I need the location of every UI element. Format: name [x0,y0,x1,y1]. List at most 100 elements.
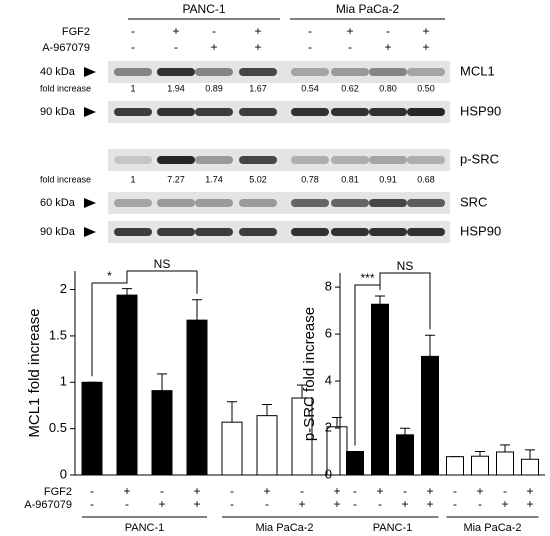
significance-label: NS [397,259,414,273]
sign: + [422,24,429,38]
y-tick-label: 1 [60,374,67,389]
y-axis-label: p-SRC fold increase [301,307,318,441]
sign: + [123,484,130,498]
y-tick-label: 6 [325,326,332,341]
sign: + [254,24,261,38]
y-tick-label: 1.5 [49,327,67,342]
band [195,108,233,116]
fold-value: 1.74 [205,174,223,184]
bar [151,390,173,476]
bar [186,319,208,476]
fold-value: 7.27 [167,174,185,184]
sign: + [172,24,179,38]
treatment-label: A-967079 [42,42,90,54]
sign: - [300,484,304,498]
band [291,156,329,164]
blot-group-label: PANC-1 [182,2,225,16]
band [369,108,407,116]
sign: - [90,497,94,511]
band [331,156,369,164]
protein-label: HSP90 [460,223,501,238]
sign: + [426,497,433,511]
sign: - [125,497,129,511]
sign: + [422,40,429,54]
protein-label: MCL1 [460,63,495,78]
sign: - [478,497,482,511]
blot-strip [108,149,450,171]
sign: - [308,40,312,54]
group-label: Mia PaCa-2 [463,522,521,534]
band [369,199,407,207]
sign: - [378,497,382,511]
band [407,199,445,207]
sign: + [333,497,340,511]
fold-label: fold increase [40,174,91,184]
sign: - [212,24,216,38]
significance-bracket [379,272,431,330]
fold-value: 1 [130,83,135,93]
sign: + [346,24,353,38]
sign: - [386,24,390,38]
sign: - [230,484,234,498]
fold-value: 0.50 [417,83,435,93]
sign: + [193,497,200,511]
band [114,156,152,164]
protein-label: SRC [460,194,487,209]
band [407,108,445,116]
sign: - [453,484,457,498]
bar [256,415,278,476]
sign: + [501,497,508,511]
fold-value: 0.54 [301,83,319,93]
sign: - [90,484,94,498]
sign: - [230,497,234,511]
significance-bracket [91,282,128,377]
band [291,228,329,236]
band [114,228,152,236]
band [157,199,195,207]
sign: + [333,484,340,498]
arrow [84,107,96,117]
sign: + [298,497,305,511]
band [195,68,233,76]
sign: + [384,40,391,54]
sign: - [131,24,135,38]
protein-label: p-SRC [460,151,499,166]
bar [521,458,539,476]
treatment-label: A-967079 [24,499,72,511]
fold-value: 0.89 [205,83,223,93]
fold-value: 1 [130,174,135,184]
band [331,108,369,116]
treatment-label: FGF2 [62,26,90,38]
band [157,108,195,116]
blot-strip [108,61,450,83]
band [291,68,329,76]
bar [346,451,364,476]
band [239,199,277,207]
band [291,199,329,207]
fold-value: 0.91 [379,174,397,184]
fold-value: 0.80 [379,83,397,93]
size-marker: 40 kDa [40,66,76,78]
fold-value: 0.62 [341,83,359,93]
protein-label: HSP90 [460,103,501,118]
bar [396,434,414,476]
band [195,199,233,207]
sign: - [265,497,269,511]
blot-strip [108,101,450,123]
y-tick-label: 0 [325,466,332,481]
group-label: PANC-1 [125,522,165,534]
sign: - [160,484,164,498]
band [114,68,152,76]
band [407,68,445,76]
sign: + [158,497,165,511]
significance-label: * [107,269,112,283]
sign: - [453,497,457,511]
arrow [84,67,96,77]
fold-value: 0.68 [417,174,435,184]
y-tick-label: 8 [325,279,332,294]
sign: - [353,484,357,498]
fold-value: 1.67 [249,83,267,93]
y-tick-label: 2 [60,281,67,296]
fold-label: fold increase [40,83,91,93]
